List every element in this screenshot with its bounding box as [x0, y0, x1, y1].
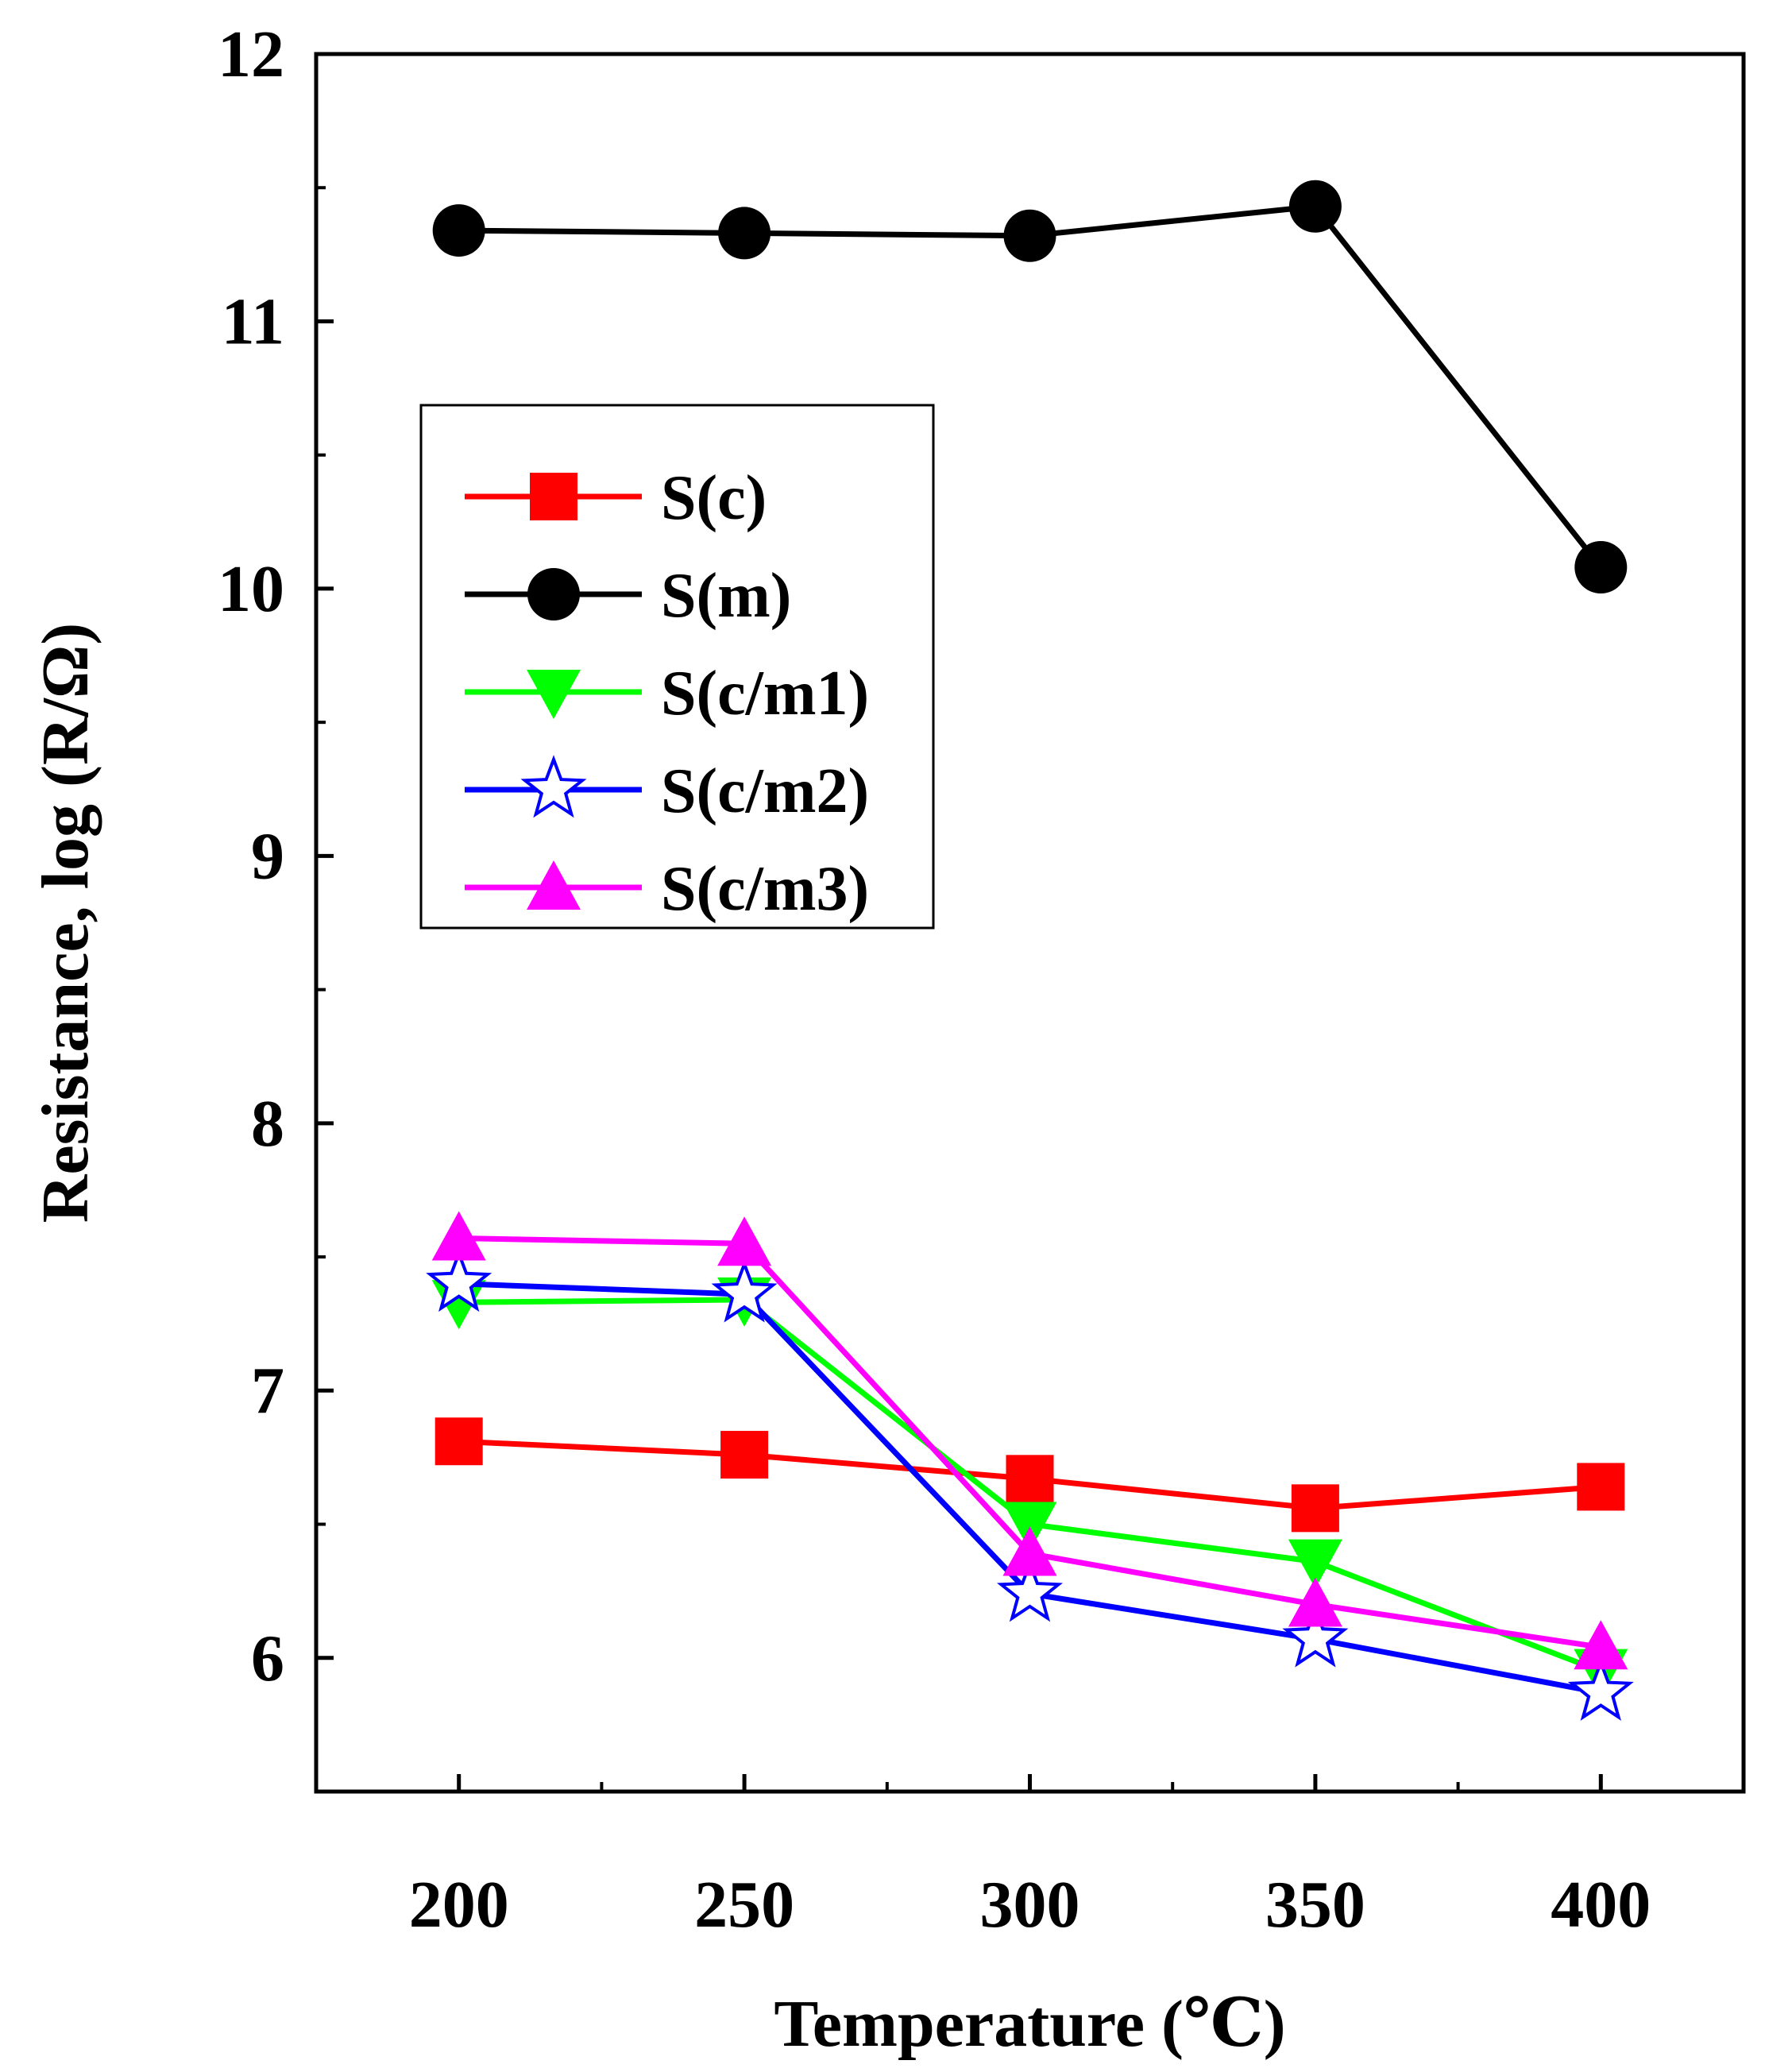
data-point-s-c-m1 — [1002, 1502, 1057, 1552]
legend-item-s-c-m3: S(c/m3) — [465, 854, 869, 924]
y-tick-label: 7 — [251, 1354, 284, 1428]
y-tick-label: 10 — [218, 552, 284, 626]
data-point-s-c-m3 — [1002, 1526, 1057, 1576]
data-point-s-c-m2 — [996, 1559, 1064, 1622]
legend-item-s-c-m1: S(c/m1) — [465, 659, 869, 729]
data-point-s-c — [1577, 1463, 1625, 1511]
x-axis: 200 250 300 350 400 — [409, 1774, 1651, 1942]
series-s-c-m2 — [426, 1248, 1634, 1721]
legend-marker — [520, 755, 587, 818]
legend-box — [419, 404, 935, 930]
data-point-s-m — [1288, 180, 1342, 233]
y-axis-title: Resistance, log (R/Ω) — [29, 623, 102, 1223]
y-tick-label: 6 — [251, 1622, 284, 1695]
data-point-s-m — [1574, 541, 1628, 594]
legend-item-s-m: S(m) — [465, 561, 791, 631]
x-tick-label: 350 — [1265, 1868, 1365, 1942]
y-tick-label: 11 — [222, 284, 284, 358]
data-point-s-c-m3 — [1574, 1620, 1628, 1670]
data-point-s-c — [720, 1431, 769, 1479]
legend-marker — [530, 473, 577, 520]
legend-item-s-c: S(c) — [465, 463, 767, 533]
data-point-s-c — [1006, 1455, 1054, 1503]
data-point-s-c-m3 — [431, 1211, 486, 1261]
data-point-s-c-m2 — [711, 1259, 778, 1323]
y-tick-label: 12 — [218, 17, 284, 91]
data-point-s-c-m2 — [426, 1248, 492, 1312]
data-point-s-c-m2 — [1567, 1657, 1634, 1721]
data-point-s-c-m3 — [1288, 1577, 1342, 1627]
x-tick-label: 400 — [1551, 1868, 1651, 1942]
legend-label: S(m) — [661, 561, 791, 631]
series-s-c-m3 — [431, 1211, 1628, 1670]
legend-marker — [527, 670, 581, 719]
legend-label: S(c/m1) — [661, 659, 869, 729]
legend-marker — [527, 568, 580, 620]
series-layer — [426, 180, 1634, 1721]
data-point-s-c — [434, 1417, 483, 1466]
data-point-s-c-m2 — [1282, 1604, 1349, 1668]
y-tick-label: 8 — [251, 1087, 284, 1161]
data-point-s-m — [718, 207, 771, 260]
legend-label: S(c) — [661, 463, 767, 533]
legend: S(c) S(m) S(c/m1) S(c/m2) S(c/m3) — [419, 404, 935, 930]
legend-label: S(c/m2) — [661, 756, 869, 826]
data-point-s-m — [1003, 209, 1056, 262]
series-s-c — [434, 1417, 1625, 1533]
x-tick-label: 300 — [980, 1868, 1080, 1942]
y-tick-label: 9 — [251, 819, 284, 893]
data-point-s-m — [432, 204, 485, 257]
x-tick-label: 250 — [694, 1868, 794, 1942]
data-point-s-c — [1291, 1484, 1339, 1533]
legend-label: S(c/m3) — [661, 854, 869, 924]
x-tick-label: 200 — [409, 1868, 509, 1942]
legend-marker — [527, 860, 581, 910]
series-s-m — [432, 180, 1628, 594]
x-axis-title: Temperature (℃) — [774, 1987, 1285, 2061]
legend-item-s-c-m2: S(c/m2) — [465, 755, 869, 826]
y-axis: 6 7 8 9 10 11 12 — [218, 17, 334, 1793]
data-point-s-c-m1 — [1288, 1539, 1342, 1589]
data-point-s-c-m3 — [717, 1216, 772, 1266]
